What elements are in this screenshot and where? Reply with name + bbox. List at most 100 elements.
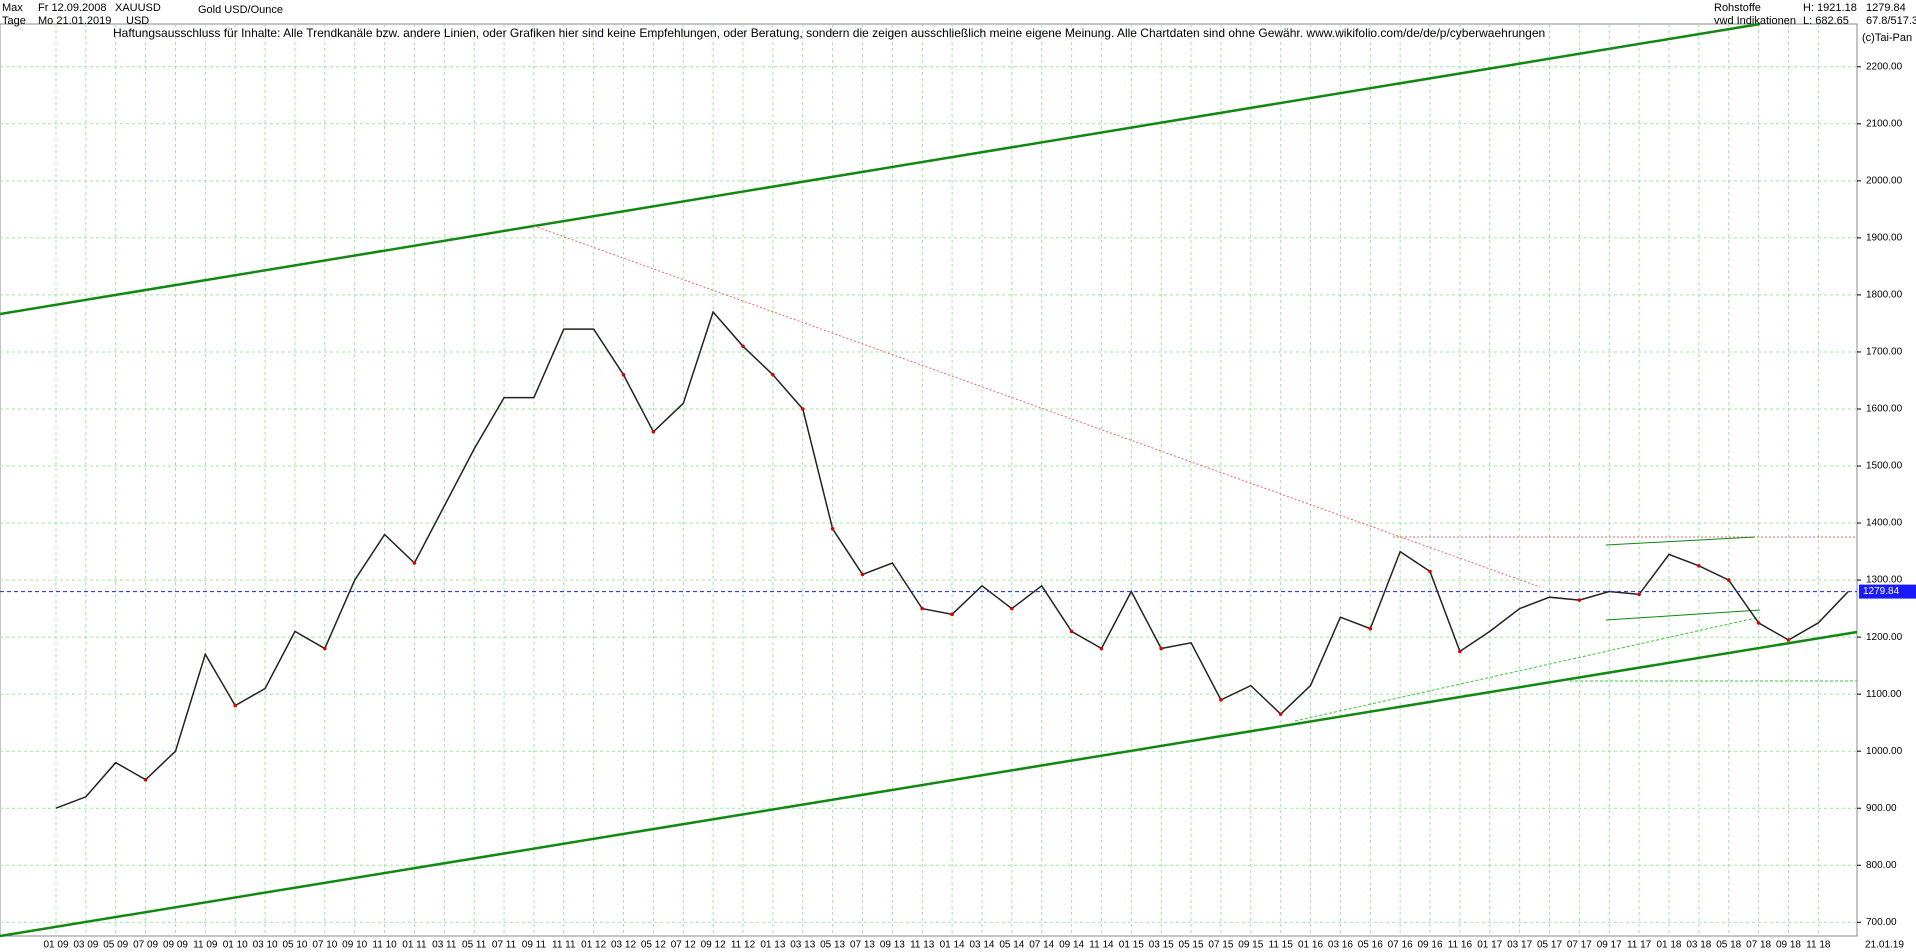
y-tick-label: 1500.00 bbox=[1866, 461, 1903, 472]
down-point bbox=[233, 703, 238, 708]
down-point bbox=[1219, 698, 1223, 702]
down-point bbox=[1368, 626, 1373, 631]
down-point bbox=[1458, 649, 1462, 654]
down-point bbox=[323, 646, 327, 651]
source: vwd Indikationen bbox=[1714, 15, 1796, 27]
instrument: Gold USD/Ounce bbox=[198, 4, 283, 16]
y-tick-label: 1400.00 bbox=[1866, 518, 1903, 529]
x-tick-label: 07 16 bbox=[1388, 940, 1413, 951]
x-tick-label: 01 13 bbox=[760, 940, 785, 951]
down-point bbox=[1756, 621, 1761, 625]
x-tick-label: 01 17 bbox=[1477, 940, 1502, 951]
down-point bbox=[741, 344, 745, 349]
y-tick-label: 2200.00 bbox=[1866, 61, 1903, 72]
current-price-label: 1279.84 bbox=[1863, 586, 1900, 597]
x-tick-label: 09 15 bbox=[1238, 940, 1263, 951]
y-tick-label: 2000.00 bbox=[1866, 175, 1903, 186]
grid bbox=[0, 24, 1857, 936]
down-point bbox=[1786, 638, 1791, 642]
x-tick-label: 01 14 bbox=[940, 940, 965, 951]
x-tick-label: 03 11 bbox=[432, 940, 457, 951]
current-price-tag bbox=[1859, 584, 1916, 599]
x-tick-label: 05 11 bbox=[462, 940, 487, 951]
x-tick-label: 11 15 bbox=[1269, 940, 1294, 951]
x-tick-label: 03 16 bbox=[1328, 940, 1353, 951]
currency: USD bbox=[126, 15, 149, 27]
y-tick-label: 1700.00 bbox=[1866, 347, 1903, 358]
x-tick-label: 05 15 bbox=[1179, 940, 1204, 951]
down-point bbox=[950, 612, 954, 617]
x-tick-label: 03 15 bbox=[1149, 940, 1174, 951]
y-tick-label: 1900.00 bbox=[1866, 233, 1903, 244]
x-tick-label: 03 17 bbox=[1507, 940, 1532, 951]
green-support bbox=[1294, 616, 1761, 722]
x-tick-label: 11 13 bbox=[910, 940, 935, 951]
x-tick-label: 07 13 bbox=[850, 940, 875, 951]
start-date: Fr 12.09.2008 bbox=[38, 2, 107, 14]
x-tick-label: 07 09 bbox=[133, 940, 158, 951]
channel-lower bbox=[0, 630, 1858, 938]
x-tick-label: 07 18 bbox=[1746, 940, 1771, 951]
group: Rohstoffe bbox=[1714, 2, 1761, 14]
down-point bbox=[1159, 646, 1163, 651]
x-tick-label: 11 10 bbox=[372, 940, 397, 951]
x-tick-label: 03 14 bbox=[969, 940, 994, 951]
ratio: 67.8/517.3 bbox=[1866, 15, 1916, 27]
x-tick-label: 03 12 bbox=[611, 940, 636, 951]
x-tick-label: 01 16 bbox=[1298, 940, 1323, 951]
down-point bbox=[651, 430, 656, 434]
y-tick-label: 1600.00 bbox=[1866, 404, 1903, 415]
x-tick-label: 05 10 bbox=[282, 940, 307, 951]
x-tick-label: 11 18 bbox=[1806, 940, 1831, 951]
y-tick-label: 1000.00 bbox=[1866, 746, 1903, 757]
down-point bbox=[860, 572, 865, 577]
high: H: 1921.18 bbox=[1803, 2, 1857, 14]
y-tick-label: 1300.00 bbox=[1866, 575, 1903, 586]
y-tick-label: 900.00 bbox=[1866, 803, 1897, 814]
x-tick-label: 05 18 bbox=[1716, 940, 1741, 951]
x-tick-label: 09 16 bbox=[1418, 940, 1443, 951]
x-tick-label: 07 10 bbox=[312, 940, 337, 951]
down-point bbox=[830, 526, 835, 531]
x-tick-label: 11 16 bbox=[1448, 940, 1473, 951]
x-tick-label: 11 14 bbox=[1089, 940, 1114, 951]
y-tick-label: 1800.00 bbox=[1866, 290, 1903, 301]
x-tick-label: 09 09 bbox=[163, 940, 188, 951]
symbol: XAUUSD bbox=[115, 2, 161, 14]
x-tick-label: 07 15 bbox=[1208, 940, 1233, 951]
x-tick-label: 01 11 bbox=[402, 940, 427, 951]
disclaimer: Haftungsausschluss für Inhalte: Alle Tre… bbox=[113, 26, 1545, 40]
unit-period: Tage bbox=[2, 15, 26, 27]
x-tick-label: 11 09 bbox=[193, 940, 218, 951]
down-point bbox=[771, 372, 775, 377]
down-point bbox=[1010, 606, 1014, 611]
x-tick-label: 09 12 bbox=[701, 940, 726, 951]
x-tick-label: 11 17 bbox=[1627, 940, 1652, 951]
down-point bbox=[1577, 598, 1582, 602]
y-tick-label: 700.00 bbox=[1866, 917, 1897, 928]
x-tick-label: 07 11 bbox=[492, 940, 517, 951]
down-point bbox=[1726, 578, 1731, 582]
marks bbox=[55, 310, 1849, 809]
period: Max bbox=[2, 2, 23, 14]
x-tick-label: 07 12 bbox=[671, 940, 696, 951]
down-point bbox=[1428, 569, 1432, 574]
x-tick-label: 11 11 bbox=[552, 940, 576, 951]
x-tick-label: 03 18 bbox=[1686, 940, 1711, 951]
y-tick-label: 2100.00 bbox=[1866, 118, 1903, 129]
x-tick-label: 01 12 bbox=[581, 940, 606, 951]
x-tick-label: 21.01.19 bbox=[1865, 940, 1904, 951]
x-tick-label: 03 10 bbox=[253, 940, 278, 951]
x-tick-label: 07 17 bbox=[1567, 940, 1592, 951]
x-tick-label: 03 09 bbox=[73, 940, 98, 951]
x-tick-label: 09 17 bbox=[1597, 940, 1622, 951]
low: L: 682.65 bbox=[1803, 15, 1849, 27]
x-tick-label: 05 13 bbox=[820, 940, 845, 951]
x-tick-label: 01 10 bbox=[223, 940, 248, 951]
end-date: Mo 21.01.2019 bbox=[38, 15, 111, 27]
channel-upper bbox=[0, 22, 1761, 316]
down-point bbox=[920, 606, 925, 611]
y-tick-label: 800.00 bbox=[1866, 860, 1897, 871]
down-point bbox=[143, 777, 148, 782]
down-point bbox=[1099, 646, 1104, 651]
